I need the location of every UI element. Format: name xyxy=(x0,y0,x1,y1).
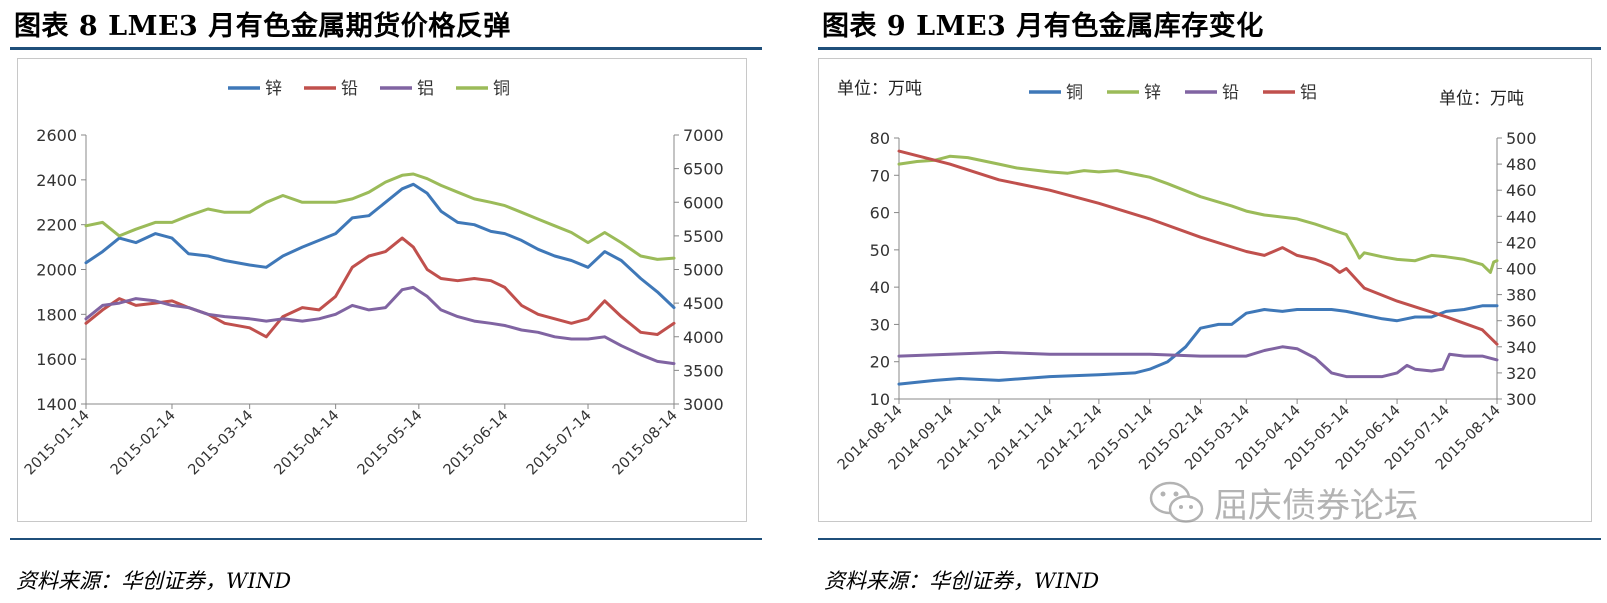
right-tick-label: 480 xyxy=(1506,155,1537,174)
legend-label: 铅 xyxy=(1222,83,1239,103)
watermark-text: 屈庆债券论坛 xyxy=(1214,486,1418,526)
x-tick-label: 2015-02-14 xyxy=(108,408,179,479)
figure-9-bottom-rule xyxy=(818,538,1601,540)
x-tick-label: 2015-04-14 xyxy=(272,408,343,479)
legend-label: 铜 xyxy=(1066,83,1083,103)
left-tick-label: 2200 xyxy=(36,216,77,235)
figure-9-title: 图表 9 LME3 月有色金属库存变化 xyxy=(822,11,1264,42)
right-tick-label: 300 xyxy=(1506,390,1537,409)
x-tick-label: 2015-01-14 xyxy=(22,408,93,479)
series-line xyxy=(897,149,1499,346)
left-tick-label: 2000 xyxy=(36,261,77,280)
right-tick-label: 340 xyxy=(1506,338,1537,357)
chart-panel-price: 1400 1600 1800 2000 2200 2400 2600 3000 3500 4000… xyxy=(17,58,747,522)
legend-label: 铝 xyxy=(1300,83,1317,103)
left-tick-label: 2600 xyxy=(36,126,77,145)
left-tick-label: 30 xyxy=(870,315,890,334)
legend-label: 铝 xyxy=(417,79,434,99)
left-tick-label: 70 xyxy=(870,166,890,185)
right-tick-label: 6500 xyxy=(683,160,724,179)
right-tick-label: 360 xyxy=(1506,312,1537,331)
right-tick-label: 440 xyxy=(1506,207,1537,226)
series-line xyxy=(84,182,676,310)
right-tick-label: 3000 xyxy=(683,395,724,414)
left-tick-label: 60 xyxy=(870,204,890,223)
figure-9-source: 资料来源：华创证券，WIND xyxy=(824,569,1100,593)
figure-8-source: 资料来源：华创证券，WIND xyxy=(16,569,292,593)
series-line xyxy=(84,285,676,366)
series-line xyxy=(897,154,1499,274)
right-tick-label: 400 xyxy=(1506,260,1537,279)
right-tick-label: 380 xyxy=(1506,286,1537,305)
right-unit-label: 单位：万吨 xyxy=(1439,89,1524,109)
right-tick-label: 4000 xyxy=(683,328,724,347)
left-tick-label: 40 xyxy=(870,278,890,297)
figure-8-top-rule xyxy=(10,47,762,50)
right-tick-label: 5500 xyxy=(683,227,724,246)
legend-label: 锌 xyxy=(1144,83,1161,103)
left-tick-label: 2400 xyxy=(36,171,77,190)
series-line xyxy=(897,345,1499,379)
left-tick-label: 80 xyxy=(870,129,890,148)
left-tick-label: 20 xyxy=(870,353,890,372)
left-tick-label: 1600 xyxy=(36,350,77,369)
right-tick-label: 4500 xyxy=(683,294,724,313)
series-line xyxy=(897,304,1499,386)
series-line xyxy=(84,172,676,261)
right-tick-label: 7000 xyxy=(683,126,724,145)
series-line xyxy=(84,236,676,339)
right-tick-label: 6000 xyxy=(683,193,724,212)
figure-8-bottom-rule xyxy=(10,538,762,540)
wechat-icon xyxy=(1149,481,1204,523)
right-tick-label: 320 xyxy=(1506,364,1537,383)
left-unit-label: 单位：万吨 xyxy=(837,79,922,99)
inventory-line-chart: 10 20 30 40 50 60 70 80 300 320 340 360 380 400 420 440… xyxy=(835,79,1537,473)
x-tick-label: 2015-05-14 xyxy=(355,408,426,479)
x-tick-label: 2015-08-14 xyxy=(610,408,681,479)
right-tick-label: 3500 xyxy=(683,361,724,380)
left-tick-label: 1800 xyxy=(36,305,77,324)
left-tick-label: 50 xyxy=(870,241,890,260)
watermark: 屈庆债券论坛 xyxy=(1148,478,1418,527)
x-tick-label: 2015-07-14 xyxy=(524,408,595,479)
right-tick-label: 5000 xyxy=(683,261,724,280)
price-line-chart: 1400 1600 1800 2000 2200 2400 2600 3000 3500 4000… xyxy=(22,79,724,479)
chart-panel-inventory: 10 20 30 40 50 60 70 80 300 320 340 360 380 400 420 440… xyxy=(818,58,1592,522)
figure-9-top-rule xyxy=(818,47,1601,50)
right-tick-label: 500 xyxy=(1506,129,1537,148)
figure-8-title: 图表 8 LME3 月有色金属期货价格反弹 xyxy=(14,11,511,42)
x-tick-label: 2015-06-14 xyxy=(441,408,512,479)
x-tick-label: 2015-03-14 xyxy=(186,408,257,479)
legend-label: 铅 xyxy=(341,79,358,99)
right-tick-label: 420 xyxy=(1506,233,1537,252)
right-tick-label: 460 xyxy=(1506,181,1537,200)
left-tick-label: 10 xyxy=(870,390,890,409)
left-tick-label: 1400 xyxy=(36,395,77,414)
legend-label: 铜 xyxy=(493,79,510,99)
legend-label: 锌 xyxy=(265,79,282,99)
